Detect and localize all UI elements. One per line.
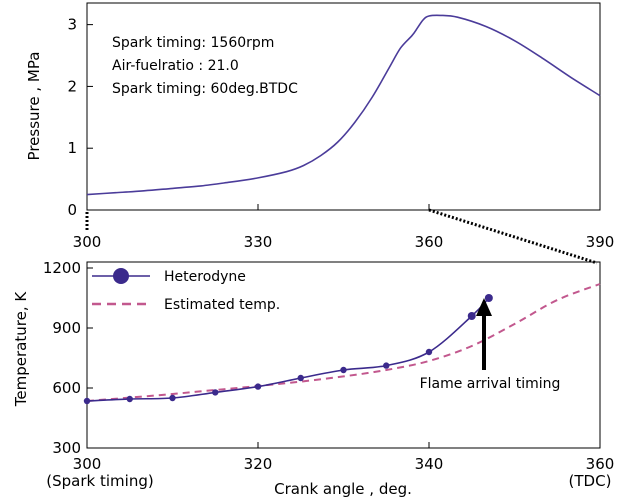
annotation-engine-speed: Spark timing: 1560rpm (112, 35, 274, 51)
x-sublabel-spark-timing: (Spark timing) (46, 472, 153, 490)
pressure-y-label: Pressure , MPa (25, 52, 43, 161)
annotation-air-fuel-ratio: Air-fuelratio : 21.0 (112, 58, 239, 74)
pressure-x-tick-label: 300 (73, 233, 102, 251)
legend-label-estimated-temp: Estimated temp. (164, 297, 280, 313)
temperature-x-tick-label: 300 (73, 455, 102, 473)
estimated-temp-line (86, 283, 601, 402)
temperature-x-tick-label: 340 (415, 455, 444, 473)
heterodyne-point (425, 348, 433, 356)
heterodyne-point (212, 389, 219, 396)
heterodyne-markers (83, 294, 493, 405)
legend-label-heterodyne: Heterodyne (164, 269, 246, 285)
heterodyne-point (467, 312, 476, 320)
flame-arrival-arrow-head (476, 298, 492, 316)
heterodyne-point (484, 294, 493, 302)
pressure-y-tick-label: 2 (67, 77, 77, 95)
temperature-y-tick-label: 900 (52, 319, 81, 337)
flame-arrival-label: Flame arrival timing (420, 376, 561, 392)
pressure-y-tick-label: 0 (67, 201, 77, 219)
heterodyne-point (83, 397, 91, 405)
temperature-x-tick-label: 360 (586, 455, 615, 473)
legend: Heterodyne Estimated temp. (92, 268, 280, 313)
x-sublabel-tdc: (TDC) (569, 472, 612, 490)
temperature-plot-frame (86, 261, 601, 449)
temperature-y-tick-label: 300 (52, 439, 81, 457)
temperature-x-label: Crank angle , deg. (274, 480, 412, 498)
pressure-x-tick-label: 330 (244, 233, 273, 251)
annotation-spark-timing: Spark timing: 60deg.BTDC (112, 81, 298, 97)
heterodyne-point (254, 383, 262, 390)
pressure-series-line (86, 14, 601, 196)
temperature-y-tick-label: 1200 (43, 259, 81, 277)
pressure-y-ticks: 0 1 2 3 (67, 16, 93, 219)
heterodyne-point (383, 362, 390, 369)
pressure-panel: Pressure , MPa Spark timing: 1560rpm Air… (25, 2, 615, 251)
pressure-x-tick-label: 390 (586, 233, 615, 251)
pressure-x-tick-label: 360 (415, 233, 444, 251)
temperature-y-ticks: 300 600 900 1200 (43, 259, 93, 457)
heterodyne-point (169, 394, 176, 402)
heterodyne-point (340, 366, 347, 374)
temperature-x-tick-label: 320 (244, 455, 273, 473)
temperature-x-ticks: 300 320 340 360 (73, 442, 615, 473)
pressure-y-tick-label: 1 (67, 139, 77, 157)
heterodyne-point (126, 395, 133, 403)
temperature-y-tick-label: 600 (52, 379, 81, 397)
pressure-x-ticks: 300 330 360 390 (73, 204, 615, 251)
temperature-y-label: Temperature, K (12, 291, 30, 408)
legend-marker-heterodyne (113, 268, 129, 284)
zoom-connector-right (428, 208, 598, 265)
heterodyne-point (297, 374, 304, 382)
pressure-y-tick-label: 3 (67, 16, 77, 34)
temperature-panel: Temperature, K Crank angle , deg. (Spark… (12, 259, 614, 498)
pressure-plot-frame (86, 2, 601, 211)
